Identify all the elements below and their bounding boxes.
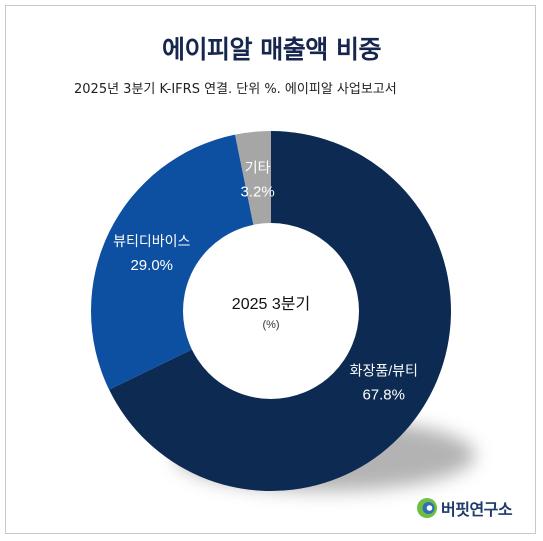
brand-name: 버핏연구소 <box>441 500 513 519</box>
slice-label-2: 기타 <box>245 160 271 176</box>
slice-value-2: 3.2% <box>241 184 275 201</box>
brand-logo-icon <box>417 498 437 518</box>
slice-value-0: 67.8% <box>362 387 405 404</box>
slice-label-1: 뷰티디바이스 <box>113 233 190 249</box>
brand-logo: 버핏연구소 <box>416 496 513 520</box>
chart-subtitle: 2025년 3분기 K-IFRS 연결. 단위 %. 에이피알 사업보고서 <box>74 82 397 97</box>
center-label: 2025 3분기 <box>232 295 310 313</box>
slice-label-0: 화장품/뷰티 <box>350 363 418 379</box>
donut-hole <box>183 223 359 399</box>
chart-title: 에이피알 매출액 비중 <box>162 35 381 64</box>
center-sublabel: (%) <box>262 319 279 331</box>
slice-value-1: 29.0% <box>130 257 173 274</box>
